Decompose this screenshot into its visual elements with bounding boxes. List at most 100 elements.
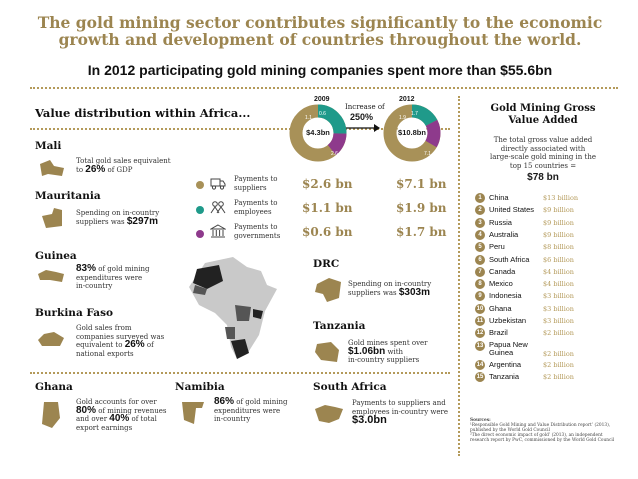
drc-text: Spending on in-country suppliers was $30…	[348, 280, 432, 298]
donut-2009-total: $4.3bn	[306, 128, 330, 137]
slice-2009-employees: 1.1	[305, 115, 312, 121]
rank-value: $13 billion	[543, 194, 579, 202]
africa-map	[189, 257, 277, 359]
employees-2009: $1.1 bn	[302, 201, 353, 215]
tanzania-text: Gold mines spent over $1.06bn with in-co…	[348, 339, 428, 364]
subhead: In 2012 participating gold mining compan…	[87, 62, 553, 78]
guinea-title: Guinea	[35, 250, 77, 262]
rank-number: 12	[475, 328, 485, 339]
namibia-title: Namibia	[175, 381, 225, 393]
ghana-text: Gold accounts for over 80% of mining rev…	[76, 398, 167, 432]
namibia-silhouette	[182, 402, 204, 424]
rank-number: 2	[475, 205, 485, 216]
rank-value: $2 billion	[543, 360, 574, 369]
year-2009: 2009	[314, 96, 330, 103]
governments-2009: $0.6 bn	[302, 225, 353, 239]
headline-line-2: growth and development of countries thro…	[58, 30, 582, 49]
mali-title: Mali	[35, 140, 62, 152]
rank-number: 10	[475, 303, 485, 314]
rank-number: 6	[475, 254, 485, 265]
gva-ranking-row: 5 Peru $8 billion	[475, 242, 625, 253]
slice-2009-suppliers: 2.6	[331, 151, 338, 157]
south-africa-silhouette	[315, 405, 343, 423]
rank-number: 5	[475, 242, 485, 253]
suppliers-bullet	[196, 181, 204, 189]
rank-country: Indonesia	[489, 291, 522, 301]
governments-bullet	[196, 230, 204, 238]
rank-country: Peru	[489, 242, 505, 252]
gva-ranking-row: 2 United States $9 billion	[475, 205, 625, 216]
suppliers-2009: $2.6 bn	[302, 177, 353, 191]
ghana-title: Ghana	[35, 381, 73, 393]
employees-label: Payments to employees	[234, 199, 278, 216]
rank-country: Australia	[489, 229, 519, 239]
gva-description: The total gross value added directly ass…	[490, 136, 596, 170]
gva-ranking-row: 9 Indonesia $3 billion	[475, 291, 625, 302]
gva-ranking-row: 13 Papua New Guinea $2 billion	[475, 339, 625, 359]
gva-ranking-row: 14 Argentina $2 billion	[475, 359, 625, 371]
increase-value: 250%	[350, 112, 374, 122]
slice-2012-governments: 1.7	[411, 111, 418, 117]
gva-total: $78 bn	[527, 172, 559, 183]
gva-ranking-row: 6 South Africa $6 billion	[475, 254, 625, 266]
rank-value: $9 billion	[543, 218, 574, 227]
tanzania-title: Tanzania	[313, 320, 366, 332]
rank-country: China	[489, 193, 509, 202]
rank-number: 1	[475, 193, 485, 203]
rank-country: Uzbekistan	[489, 316, 527, 325]
rank-number: 15	[475, 371, 485, 382]
rank-number: 11	[475, 316, 485, 326]
slice-2012-suppliers: 7.1	[424, 151, 431, 157]
gva-ranking-row: 11 Uzbekistan $3 billion	[475, 316, 625, 327]
rank-value: $2 billion	[543, 372, 574, 381]
rank-country: Mexico	[489, 279, 513, 289]
slice-2009-governments: 0.6	[319, 111, 326, 117]
gva-ranking-row: 4 Australia $9 billion	[475, 229, 625, 241]
divider-vd	[30, 128, 450, 130]
south-africa-text: Payments to suppliers and employees in-c…	[352, 399, 448, 426]
divider-bottom	[30, 372, 450, 374]
burkina-text: Gold sales from companies surveyed was e…	[76, 324, 165, 358]
rank-country: Papua New Guinea	[489, 339, 528, 357]
guinea-silhouette	[38, 270, 64, 282]
south-africa-title: South Africa	[313, 381, 387, 393]
sources: Sources: ¹Responsible Gold Mining and Va…	[470, 418, 615, 443]
rank-value: $4 billion	[543, 280, 574, 289]
rank-value: $3 billion	[543, 292, 574, 301]
donut-2009	[289, 104, 347, 162]
divider-vertical	[458, 96, 460, 456]
drc-title: DRC	[313, 258, 340, 270]
gva-ranking-row: 12 Brazil $2 billion	[475, 328, 625, 339]
employees-2012: $1.9 bn	[396, 201, 447, 215]
mauritania-text: Spending on in-country suppliers was $29…	[76, 209, 160, 227]
rank-value: $3 billion	[543, 317, 574, 325]
burkina-silhouette	[38, 332, 64, 346]
rank-number: 7	[475, 266, 485, 277]
divider-top	[30, 87, 618, 89]
donut-2012	[383, 104, 441, 162]
rank-country: Ghana	[489, 303, 512, 313]
rank-value: $2 billion	[543, 349, 574, 358]
rank-number: 13	[475, 340, 485, 351]
truck-icon	[210, 178, 226, 190]
rank-country: Tanzania	[489, 371, 520, 381]
gva-ranking-row: 10 Ghana $3 billion	[475, 303, 625, 315]
tanzania-silhouette	[315, 342, 339, 362]
employees-bullet	[196, 206, 204, 214]
rank-value: $2 billion	[543, 329, 574, 338]
governments-2012: $1.7 bn	[396, 225, 447, 239]
burkina-title: Burkina Faso	[35, 307, 113, 319]
guinea-text: 83% of gold mining expenditures were in-…	[76, 263, 150, 291]
gva-ranking-row: 8 Mexico $4 billion	[475, 279, 625, 290]
rank-country: United States	[489, 205, 535, 215]
mali-silhouette	[40, 160, 64, 176]
rank-value: $4 billion	[543, 267, 574, 276]
rank-number: 4	[475, 229, 485, 240]
donut-2012-total: $10.8bn	[398, 128, 426, 137]
value-distribution-title: Value distribution within Africa...	[35, 106, 251, 120]
rank-country: South Africa	[489, 254, 530, 264]
year-2012: 2012	[399, 96, 415, 103]
rank-country: Argentina	[489, 359, 522, 369]
rank-value: $6 billion	[543, 255, 574, 264]
gva-ranking-row: 1 China $13 billion	[475, 193, 625, 204]
